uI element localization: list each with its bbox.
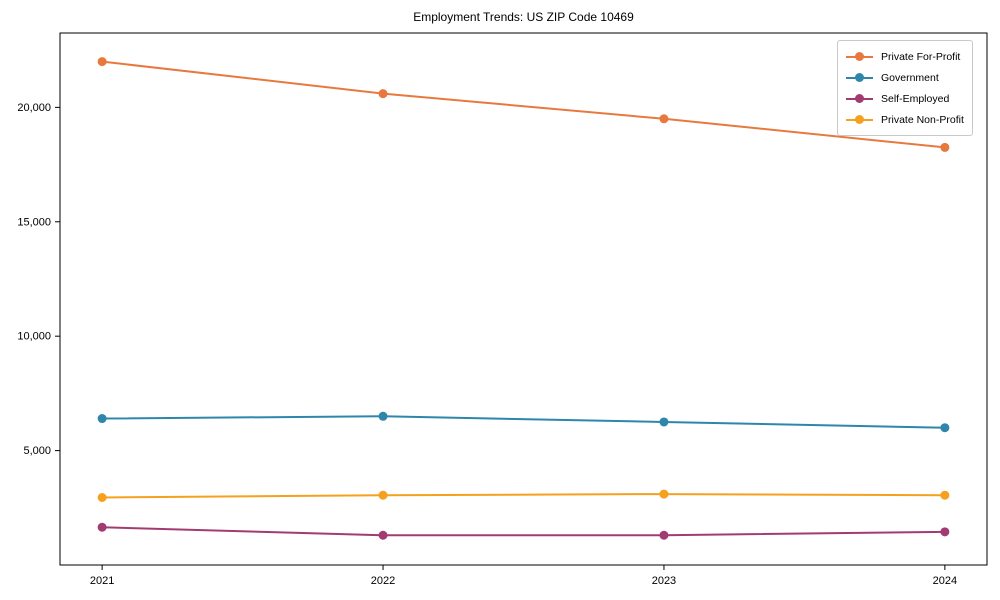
legend-item-self-employed: Self-Employed xyxy=(846,88,964,109)
svg-text:15,000: 15,000 xyxy=(17,216,51,228)
svg-text:10,000: 10,000 xyxy=(17,331,51,343)
legend-label: Government xyxy=(881,71,939,84)
svg-text:2023: 2023 xyxy=(652,575,676,587)
legend-label: Self-Employed xyxy=(881,92,950,105)
line-marker-icon xyxy=(846,52,873,61)
line-marker-icon xyxy=(846,73,873,82)
svg-text:5,000: 5,000 xyxy=(23,445,51,457)
svg-text:2022: 2022 xyxy=(371,575,395,587)
chart-title: Employment Trends: US ZIP Code 10469 xyxy=(413,10,634,24)
legend: Private For-Profit Government Self-Emplo… xyxy=(837,40,973,136)
svg-text:20,000: 20,000 xyxy=(17,102,51,114)
legend-item-private-for-profit: Private For-Profit xyxy=(846,46,964,67)
line-marker-icon xyxy=(846,94,873,103)
line-marker-icon xyxy=(846,115,873,124)
legend-label: Private Non-Profit xyxy=(881,113,964,126)
legend-item-private-non-profit: Private Non-Profit xyxy=(846,109,964,130)
legend-label: Private For-Profit xyxy=(881,50,961,63)
legend-item-government: Government xyxy=(846,67,964,88)
svg-text:2021: 2021 xyxy=(90,575,114,587)
svg-text:2024: 2024 xyxy=(933,575,957,587)
